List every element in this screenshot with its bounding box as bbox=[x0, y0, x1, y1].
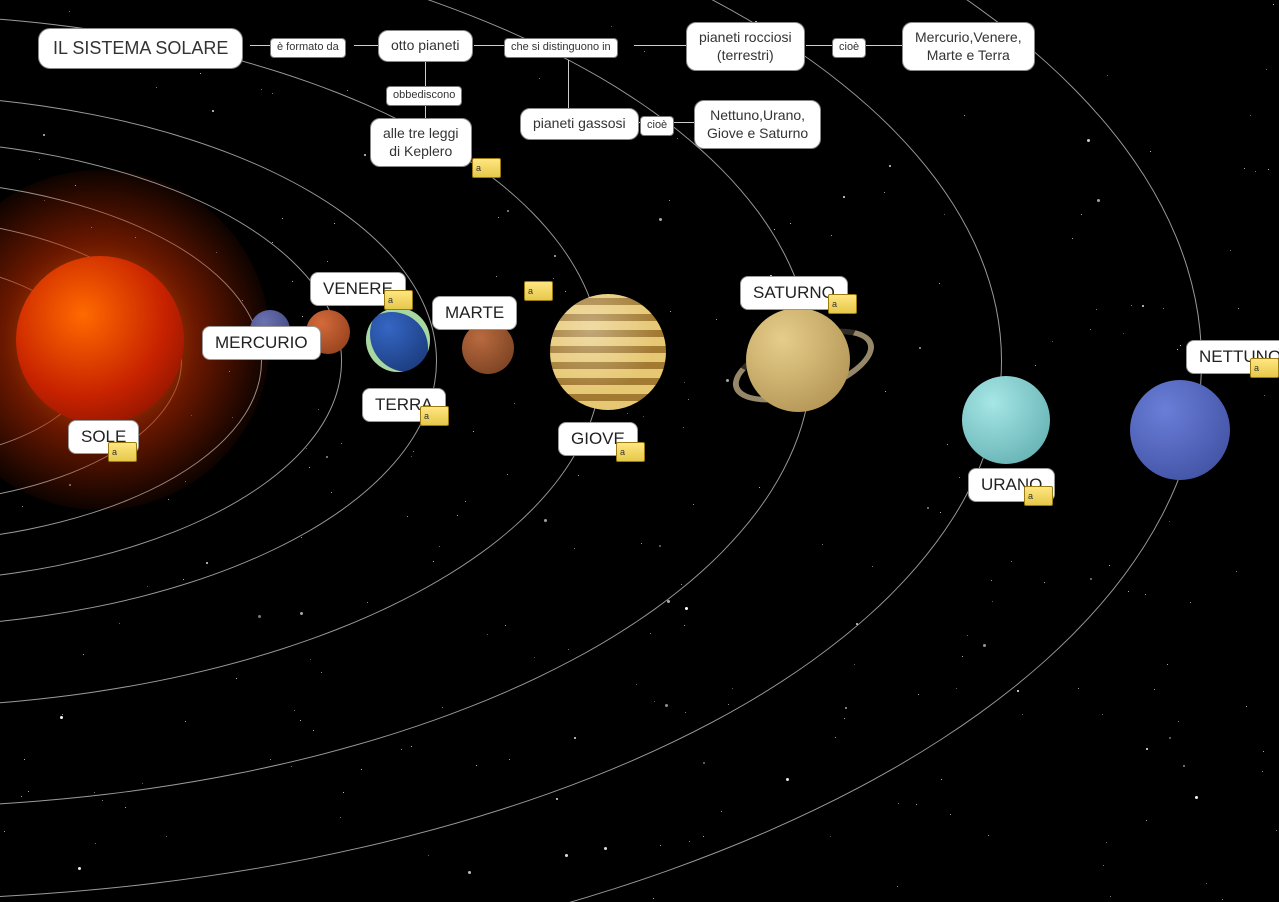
star bbox=[1250, 115, 1251, 116]
star bbox=[1167, 664, 1168, 665]
planet-urano bbox=[962, 376, 1050, 464]
star bbox=[1262, 771, 1263, 772]
note-icon[interactable]: a bbox=[420, 406, 449, 426]
note-icon[interactable]: a bbox=[828, 294, 857, 314]
solar-system-diagram: IL SISTEMA SOLARE è formato da otto pianet… bbox=[0, 0, 1279, 902]
label-marte: MARTE bbox=[432, 296, 517, 330]
label-mercurio: MERCURIO bbox=[202, 326, 321, 360]
star bbox=[897, 886, 898, 887]
planet-nettuno bbox=[1130, 380, 1230, 480]
star bbox=[1102, 714, 1103, 715]
connector bbox=[866, 45, 902, 46]
star bbox=[1150, 151, 1151, 152]
concept-rocky_list: Mercurio,Venere, Marte e Terra bbox=[902, 22, 1035, 71]
star bbox=[830, 836, 831, 837]
star bbox=[1263, 751, 1264, 752]
star bbox=[1268, 169, 1269, 170]
note-icon[interactable]: a bbox=[472, 158, 501, 178]
connector bbox=[634, 45, 686, 46]
star bbox=[1273, 4, 1274, 5]
concept-cioe2: cioè bbox=[640, 116, 674, 136]
star bbox=[1230, 250, 1231, 251]
connector bbox=[806, 45, 832, 46]
star bbox=[1107, 75, 1108, 76]
star bbox=[1154, 689, 1155, 690]
note-icon[interactable]: a bbox=[524, 281, 553, 301]
star bbox=[1266, 69, 1267, 70]
concept-cioe1: cioè bbox=[832, 38, 866, 58]
star bbox=[916, 804, 917, 805]
planet-saturno bbox=[746, 308, 850, 412]
star bbox=[1103, 865, 1104, 866]
concept-rocciosi: pianeti rocciosi (terrestri) bbox=[686, 22, 805, 71]
star bbox=[1244, 168, 1245, 169]
star bbox=[653, 898, 654, 899]
connector bbox=[354, 45, 378, 46]
star bbox=[1145, 594, 1146, 595]
concept-keplero: alle tre leggi di Keplero bbox=[370, 118, 472, 167]
star bbox=[1017, 690, 1019, 692]
star bbox=[1195, 796, 1198, 799]
connector bbox=[474, 45, 504, 46]
star bbox=[1206, 883, 1207, 884]
concept-gassosi_list: Nettuno,Urano, Giove e Saturno bbox=[694, 100, 821, 149]
star bbox=[1183, 765, 1185, 767]
note-icon[interactable]: a bbox=[108, 442, 137, 462]
planet-terra bbox=[366, 308, 430, 372]
concept-title: IL SISTEMA SOLARE bbox=[38, 28, 243, 69]
concept-formato: è formato da bbox=[270, 38, 346, 58]
star bbox=[988, 835, 989, 836]
star bbox=[1106, 842, 1107, 843]
planet-giove bbox=[550, 294, 666, 410]
concept-distinguono: che si distinguono in bbox=[504, 38, 618, 58]
star bbox=[941, 779, 942, 780]
star bbox=[1276, 830, 1277, 831]
connector bbox=[568, 60, 569, 108]
star bbox=[1128, 591, 1129, 592]
star bbox=[1146, 748, 1148, 750]
note-icon[interactable]: a bbox=[1024, 486, 1053, 506]
concept-obbediscono: obbediscono bbox=[386, 86, 462, 106]
star bbox=[1238, 308, 1239, 309]
star bbox=[1222, 899, 1223, 900]
star bbox=[1246, 706, 1247, 707]
note-icon[interactable]: a bbox=[616, 442, 645, 462]
star bbox=[1169, 737, 1171, 739]
star bbox=[1264, 395, 1265, 396]
note-icon[interactable]: a bbox=[384, 290, 413, 310]
connector bbox=[425, 60, 426, 86]
concept-otto: otto pianeti bbox=[378, 30, 473, 62]
star bbox=[950, 814, 951, 815]
star bbox=[1078, 688, 1079, 689]
note-icon[interactable]: a bbox=[1250, 358, 1279, 378]
star bbox=[1255, 171, 1256, 172]
star bbox=[1146, 820, 1147, 821]
star bbox=[1022, 714, 1023, 715]
star bbox=[898, 803, 899, 804]
sun bbox=[16, 256, 184, 424]
connector bbox=[250, 45, 270, 46]
star bbox=[1169, 521, 1170, 522]
star bbox=[1110, 896, 1111, 897]
star bbox=[1236, 571, 1237, 572]
star bbox=[1190, 602, 1191, 603]
star bbox=[1178, 721, 1179, 722]
concept-gassosi: pianeti gassosi bbox=[520, 108, 639, 140]
